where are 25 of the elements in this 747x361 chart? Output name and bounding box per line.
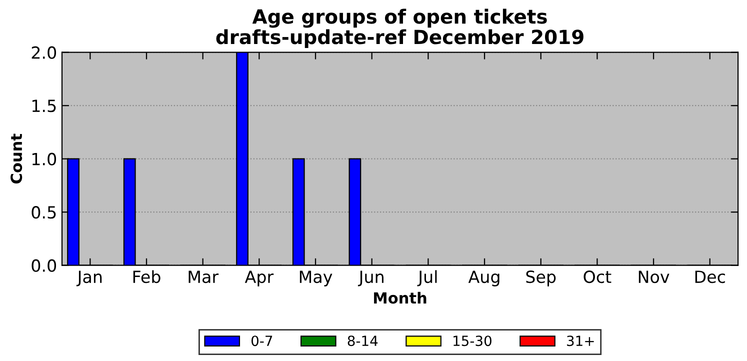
x-tick-label: Jun	[358, 270, 384, 286]
y-tick-label: 1.0	[32, 152, 56, 166]
x-axis-title: Month	[374, 292, 426, 304]
x-tick-label: Jan	[76, 270, 102, 286]
x-tick-label: Sep	[526, 270, 556, 286]
x-tick-label: Mar	[188, 270, 219, 284]
legend-label: 8-14	[348, 336, 378, 346]
legend-label: 31+	[567, 336, 594, 346]
legend-label: 0-7	[251, 336, 272, 346]
x-tick-label: Nov	[638, 270, 670, 284]
x-tick-label: Oct	[584, 270, 612, 284]
chart-subtitle: drafts-update-ref December 2019	[216, 29, 584, 48]
y-axis-title: Count	[10, 134, 22, 184]
x-tick-label: May	[300, 270, 332, 286]
y-tick-label: 2.0	[32, 46, 56, 59]
x-tick-label: Dec	[695, 270, 725, 284]
x-tick-label: Feb	[133, 270, 160, 284]
x-tick-label: Jul	[417, 270, 437, 286]
x-tick-label: Aug	[468, 270, 500, 286]
y-tick-label: 0.5	[32, 206, 56, 219]
y-tick-label: 1.5	[32, 100, 56, 112]
y-tick-label: 0.0	[32, 259, 56, 272]
x-tick-label: Apr	[244, 270, 274, 286]
chart-title: Age groups of open tickets	[252, 8, 547, 28]
legend-label: 15-30	[454, 336, 492, 346]
